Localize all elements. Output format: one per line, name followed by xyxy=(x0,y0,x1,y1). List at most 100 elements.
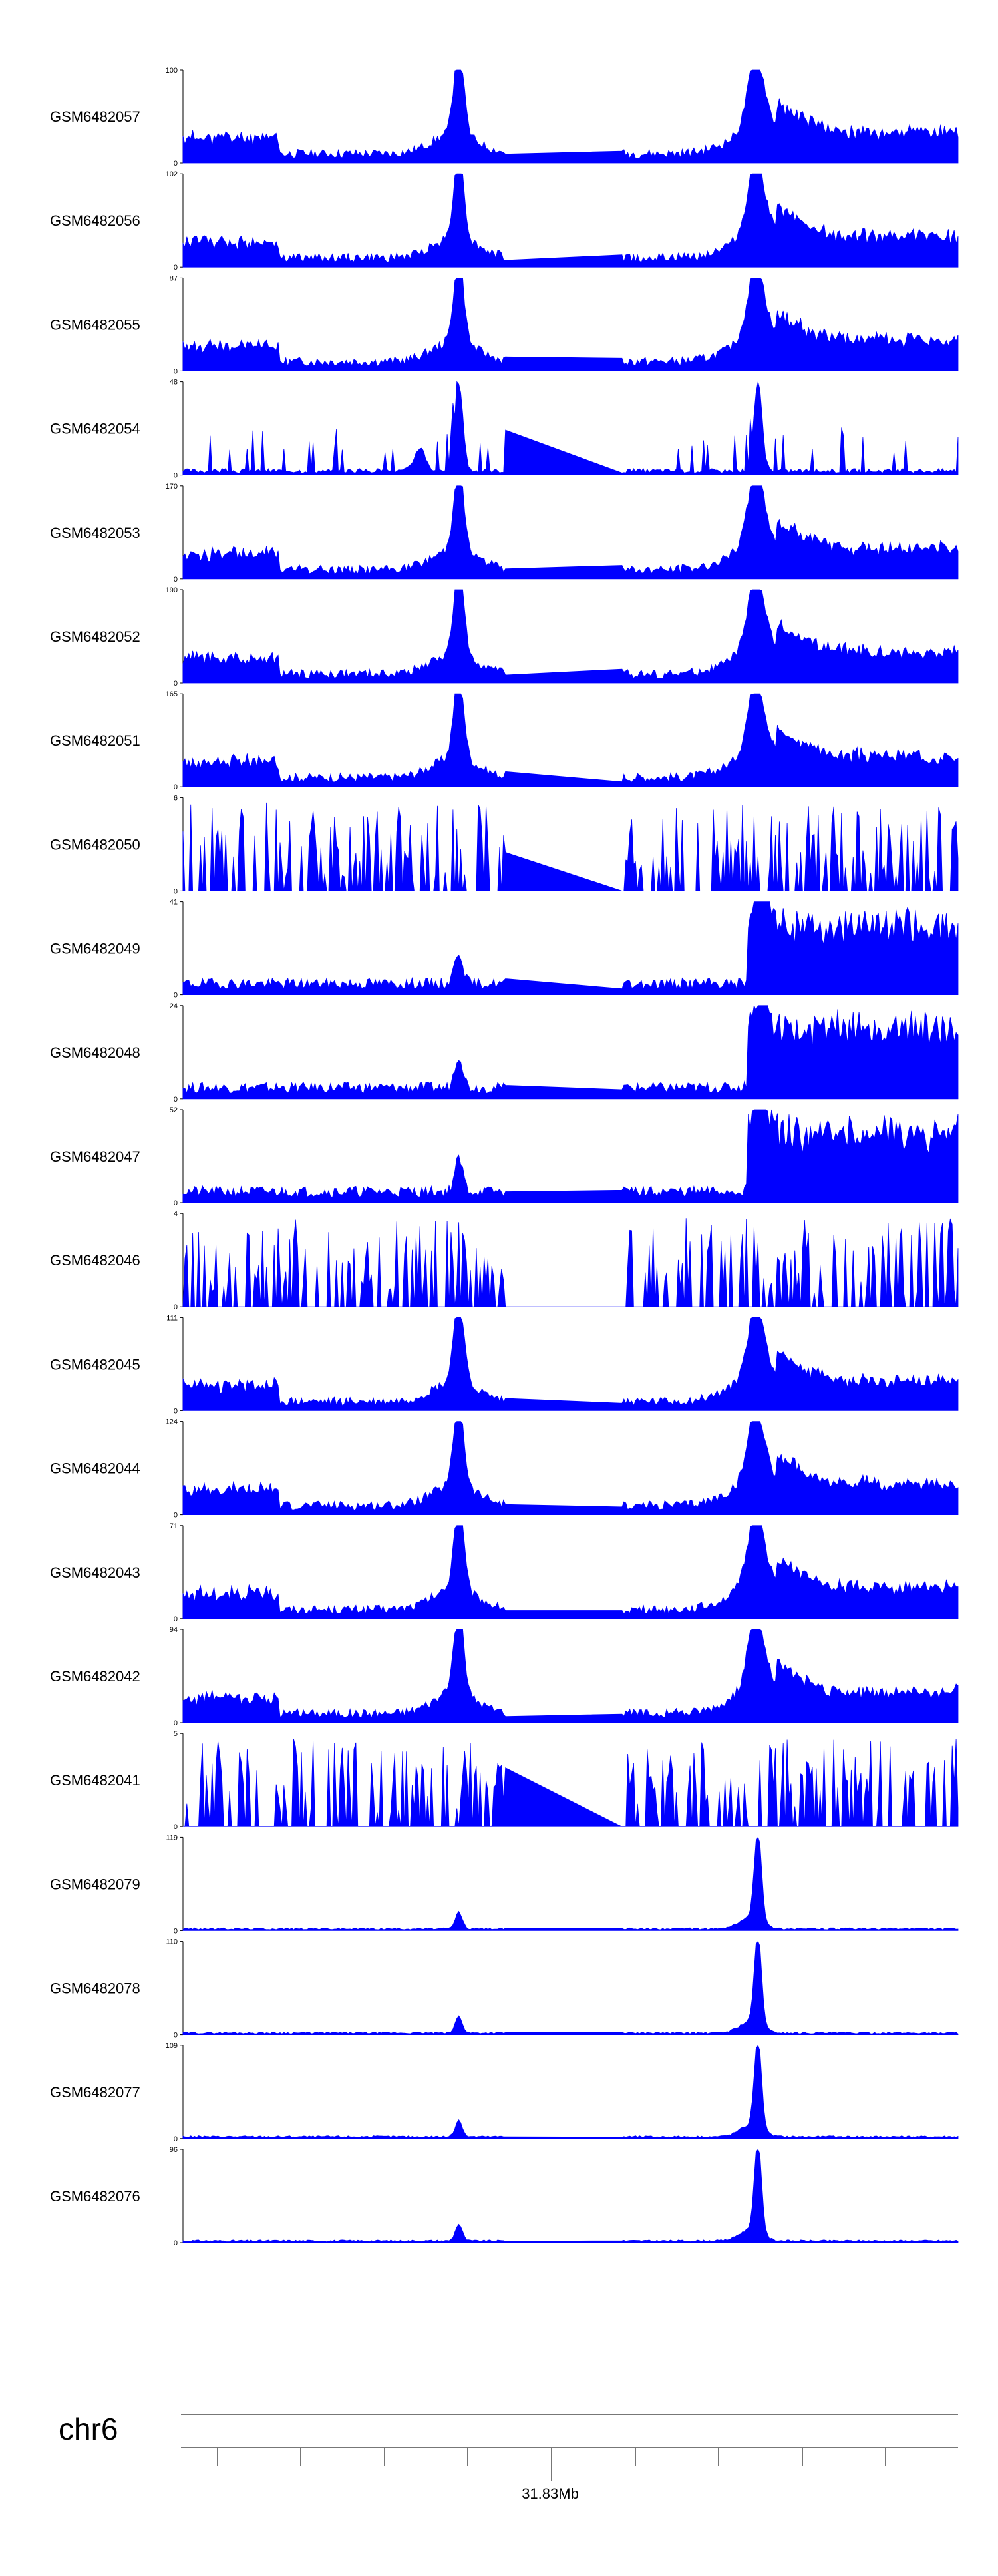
y-axis-tick-label: 0 xyxy=(174,992,178,1000)
track-label: GSM6482053 xyxy=(50,525,140,541)
track-GSM6482079: GSM6482079 119 0 xyxy=(50,1834,959,1935)
track-GSM6482043: GSM6482043 71 0 xyxy=(50,1522,959,1623)
y-axis-tick-label: 0 xyxy=(174,2239,178,2247)
track-label: GSM6482044 xyxy=(50,1460,140,1477)
y-axis-tick-label: 87 xyxy=(170,274,178,282)
y-axis-tick-label: 0 xyxy=(174,2135,178,2143)
signal-area xyxy=(182,1421,959,1515)
signal-area xyxy=(182,2044,959,2139)
genome-ticks xyxy=(217,2448,886,2481)
track-GSM6482042: GSM6482042 94 0 xyxy=(50,1626,959,1727)
y-axis-tick-label: 0 xyxy=(174,576,178,584)
y-axis-tick-label: 119 xyxy=(166,1834,178,1842)
y-axis-tick-label: 0 xyxy=(174,1615,178,1623)
track-GSM6482052: GSM6482052 190 0 xyxy=(50,586,959,688)
track-label: GSM6482051 xyxy=(50,732,140,749)
track-GSM6482051: GSM6482051 165 0 xyxy=(50,690,959,791)
signal-area xyxy=(182,589,959,684)
y-axis-tick-label: 0 xyxy=(174,1927,178,1935)
track-GSM6482076: GSM6482076 96 0 xyxy=(50,2146,959,2247)
y-axis-tick-label: 109 xyxy=(166,2042,178,2050)
track-GSM6482053: GSM6482053 170 0 xyxy=(50,483,959,584)
track-GSM6482045: GSM6482045 111 0 xyxy=(50,1314,959,1415)
y-axis-tick-label: 0 xyxy=(174,1096,178,1104)
track-GSM6482048: GSM6482048 24 0 xyxy=(50,1002,959,1104)
y-axis-tick-label: 96 xyxy=(170,2146,178,2154)
track-GSM6482078: GSM6482078 110 0 xyxy=(50,1938,959,2039)
y-axis-tick-label: 48 xyxy=(170,379,178,387)
y-axis-tick-label: 4 xyxy=(174,1210,178,1218)
position-tick-label: 31.83Mb xyxy=(522,2485,579,2502)
signal-area xyxy=(182,1629,959,1723)
track-label: GSM6482042 xyxy=(50,1668,140,1685)
track-label: GSM6482048 xyxy=(50,1044,140,1061)
signal-tracks: GSM6482057 100 0 GSM6482056 102 0 GSM6482055 87… xyxy=(50,67,959,2247)
signal-area xyxy=(182,69,959,164)
y-axis-tick-label: 0 xyxy=(174,1199,178,1207)
y-axis-tick-label: 111 xyxy=(166,1314,178,1322)
track-label: GSM6482041 xyxy=(50,1772,140,1789)
y-axis-tick-label: 0 xyxy=(174,1303,178,1311)
y-axis-tick-label: 0 xyxy=(174,887,178,895)
signal-area xyxy=(182,1940,959,2035)
y-axis-tick-label: 0 xyxy=(174,1512,178,1520)
signal-area xyxy=(182,1836,959,1931)
y-axis-tick-label: 0 xyxy=(174,472,178,480)
track-GSM6482077: GSM6482077 109 0 xyxy=(50,2042,959,2143)
track-GSM6482044: GSM6482044 124 0 xyxy=(50,1418,959,1520)
y-axis-tick-label: 110 xyxy=(166,1938,178,1946)
y-axis-tick-label: 41 xyxy=(170,899,178,907)
track-GSM6482050: GSM6482050 6 0 xyxy=(50,794,959,895)
track-GSM6482049: GSM6482049 41 0 xyxy=(50,899,959,1000)
y-axis-tick-label: 0 xyxy=(174,367,178,375)
y-axis-tick-label: 0 xyxy=(174,1719,178,1727)
track-GSM6482056: GSM6482056 102 0 xyxy=(50,170,959,272)
track-GSM6482046: GSM6482046 4 0 xyxy=(50,1210,959,1311)
track-label: GSM6482046 xyxy=(50,1252,140,1269)
track-label: GSM6482077 xyxy=(50,2084,140,2101)
track-label: GSM6482054 xyxy=(50,421,140,437)
y-axis-tick-label: 190 xyxy=(166,586,178,594)
y-axis-tick-label: 0 xyxy=(174,2032,178,2039)
y-axis-tick-label: 0 xyxy=(174,1407,178,1415)
track-GSM6482047: GSM6482047 52 0 xyxy=(50,1106,959,1207)
signal-area xyxy=(182,901,959,995)
track-label: GSM6482056 xyxy=(50,212,140,229)
track-label: GSM6482057 xyxy=(50,108,140,125)
chromosome-label: chr6 xyxy=(59,2412,118,2446)
signal-area xyxy=(182,173,959,268)
y-axis-tick-label: 165 xyxy=(166,690,178,698)
y-axis-tick-label: 24 xyxy=(170,1002,178,1010)
track-GSM6482055: GSM6482055 87 0 xyxy=(50,274,959,375)
track-label: GSM6482078 xyxy=(50,1980,140,1997)
signal-area xyxy=(182,2149,959,2243)
y-axis-tick-label: 0 xyxy=(174,1823,178,1831)
signal-area xyxy=(182,1525,959,1619)
track-label: GSM6482047 xyxy=(50,1148,140,1165)
y-axis-tick-label: 124 xyxy=(166,1418,178,1426)
track-GSM6482041: GSM6482041 5 0 xyxy=(50,1730,959,1831)
track-label: GSM6482045 xyxy=(50,1356,140,1373)
y-axis-tick-label: 71 xyxy=(170,1522,178,1530)
signal-area xyxy=(182,381,959,475)
signal-area xyxy=(182,802,959,891)
track-GSM6482054: GSM6482054 48 0 xyxy=(50,379,959,480)
y-axis-tick-label: 0 xyxy=(174,680,178,688)
signal-area xyxy=(182,1004,959,1100)
signal-area xyxy=(182,485,959,580)
track-label: GSM6482076 xyxy=(50,2188,140,2205)
y-axis-tick-label: 0 xyxy=(174,160,178,168)
genome-axis: chr6 31.83Mb xyxy=(59,2412,958,2502)
signal-area xyxy=(182,1109,959,1203)
signal-area xyxy=(182,693,959,787)
signal-area xyxy=(183,1739,959,1827)
track-label: GSM6482049 xyxy=(50,941,140,957)
y-axis-tick-label: 5 xyxy=(174,1730,178,1738)
signal-area xyxy=(182,278,959,371)
track-label: GSM6482052 xyxy=(50,628,140,645)
y-axis-tick-label: 170 xyxy=(166,483,178,491)
y-axis-tick-label: 102 xyxy=(166,170,178,178)
signal-area xyxy=(182,1218,959,1307)
track-label: GSM6482050 xyxy=(50,836,140,853)
